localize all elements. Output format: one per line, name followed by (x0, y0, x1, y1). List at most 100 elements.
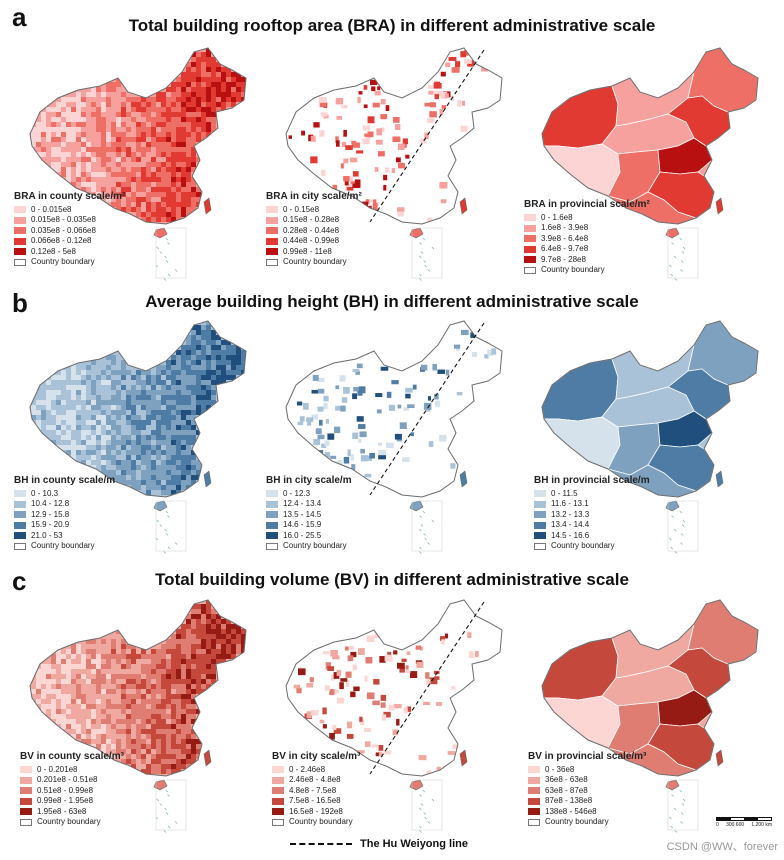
county-cell (236, 629, 241, 634)
county-cell (131, 485, 136, 490)
county-cell (81, 669, 86, 674)
county-cell (176, 87, 181, 92)
county-cell (236, 345, 241, 350)
county-cell (221, 629, 226, 634)
county-cell (136, 410, 141, 415)
county-cell (121, 425, 126, 430)
county-cell (96, 694, 101, 699)
city-cell (434, 94, 439, 100)
south-china-sea-islands (422, 789, 426, 793)
county-cell (131, 97, 136, 102)
city-cell (367, 116, 375, 124)
county-cell (96, 122, 101, 127)
county-cell (186, 72, 191, 77)
county-cell (181, 724, 186, 729)
county-cell (101, 112, 106, 117)
south-china-sea-islands (164, 255, 167, 259)
county-cell (116, 137, 121, 142)
legend-class-label: 0 - 2.46e8 (289, 764, 326, 774)
county-cell (201, 52, 206, 57)
county-cell (71, 664, 76, 669)
county-cell (136, 182, 141, 187)
county-cell (146, 162, 151, 167)
city-cell (397, 211, 404, 217)
county-cell (176, 395, 181, 400)
legend-row: 0.99e8 - 1.95e8 (20, 796, 124, 807)
city-cell (371, 86, 376, 92)
county-cell (81, 152, 86, 157)
county-cell (91, 395, 96, 400)
county-cell (186, 345, 191, 350)
county-cell (96, 385, 101, 390)
county-cell (136, 679, 141, 684)
city-cell (346, 733, 354, 739)
city-cell (313, 438, 321, 446)
city-cell (340, 405, 346, 412)
county-cell (76, 122, 81, 127)
county-cell (191, 749, 196, 754)
county-cell (156, 122, 161, 127)
city-cell (405, 154, 410, 159)
county-cell (196, 137, 201, 142)
county-cell (66, 152, 71, 157)
county-cell (81, 415, 86, 420)
county-cell (221, 644, 226, 649)
county-cell (191, 440, 196, 445)
legend-row: 0.44e8 - 0.99e8 (266, 236, 362, 247)
county-cell (141, 490, 146, 495)
county-cell (101, 704, 106, 709)
county-cell (111, 689, 116, 694)
south-china-sea-islands (670, 825, 673, 829)
south-china-sea-inset (411, 500, 443, 552)
county-cell (46, 157, 51, 162)
county-cell (171, 192, 176, 197)
county-cell (146, 197, 151, 202)
county-cell (91, 659, 96, 664)
county-cell (191, 475, 196, 480)
county-cell (86, 410, 91, 415)
county-cell (176, 709, 181, 714)
county-cell (61, 132, 66, 137)
county-cell (76, 127, 81, 132)
legend-class-label: 4.8e8 - 7.5e8 (289, 785, 337, 795)
county-cell (66, 92, 71, 97)
city-cell (293, 684, 301, 689)
county-cell (171, 212, 176, 217)
county-cell (56, 395, 61, 400)
south-china-sea-islands (680, 260, 684, 263)
county-cell (151, 375, 156, 380)
county-cell (181, 674, 186, 679)
county-cell (176, 147, 181, 152)
county-cell (131, 654, 136, 659)
south-china-sea-islands (682, 519, 686, 523)
county-cell (191, 112, 196, 117)
county-cell (206, 360, 211, 365)
county-cell (56, 122, 61, 127)
county-cell (206, 112, 211, 117)
county-cell (146, 172, 151, 177)
county-cell (196, 624, 201, 629)
county-cell (46, 142, 51, 147)
county-cell (166, 450, 171, 455)
county-cell (56, 162, 61, 167)
county-cell (146, 112, 151, 117)
legend-swatch (266, 237, 278, 245)
county-cell (151, 455, 156, 460)
county-cell (161, 395, 166, 400)
county-cell (91, 674, 96, 679)
country-boundary (29, 47, 247, 225)
county-cell (121, 465, 126, 470)
south-china-sea-islands (156, 246, 160, 250)
county-cell (96, 724, 101, 729)
legend-row: 138e8 - 546e8 (528, 807, 646, 818)
county-cell (96, 684, 101, 689)
country-boundary (541, 47, 759, 225)
county-cell (96, 450, 101, 455)
county-cell (176, 435, 181, 440)
county-cell (121, 410, 126, 415)
county-cell (161, 734, 166, 739)
county-cell (161, 182, 166, 187)
county-cell (61, 684, 66, 689)
county-cell (156, 689, 161, 694)
county-cell (111, 425, 116, 430)
